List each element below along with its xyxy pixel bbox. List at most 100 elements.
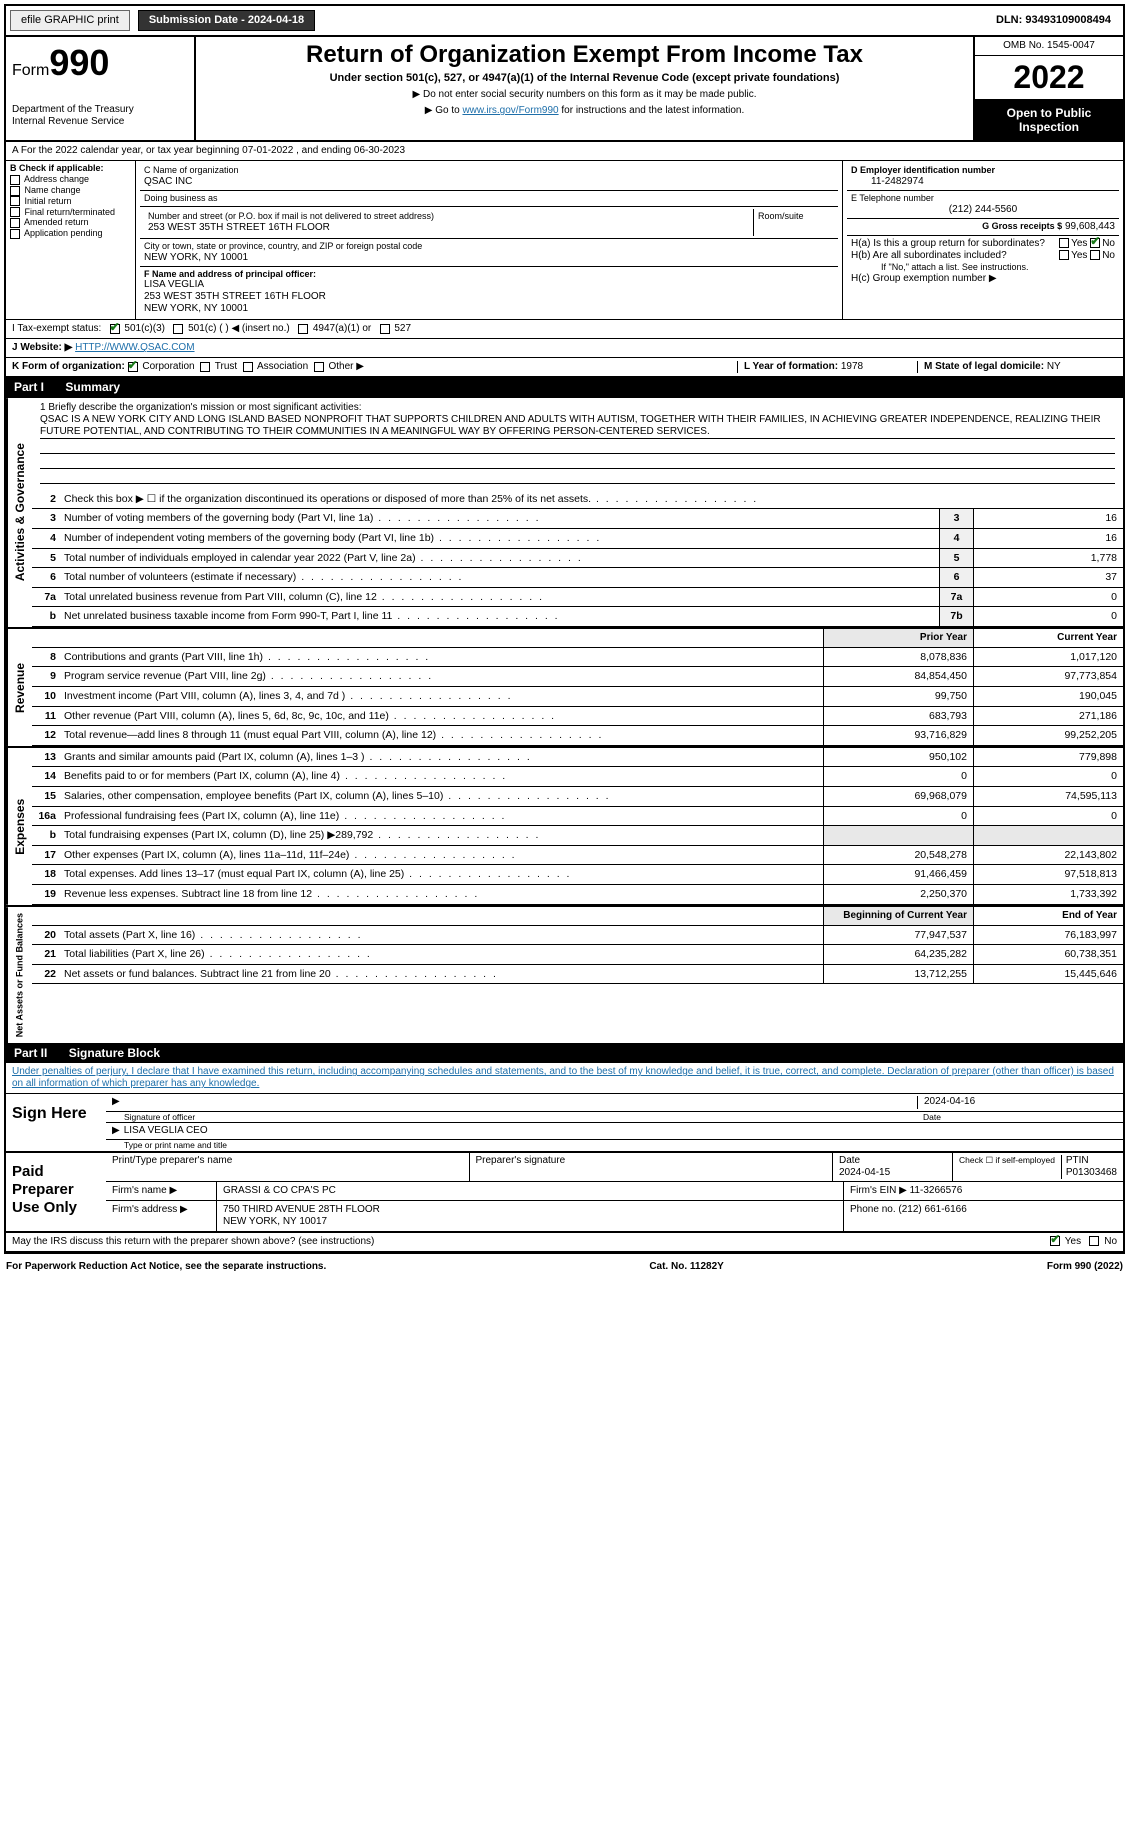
- discuss-no-chk[interactable]: [1089, 1236, 1099, 1246]
- mission-text: QSAC IS A NEW YORK CITY AND LONG ISLAND …: [40, 414, 1115, 439]
- hb-no-chk[interactable]: [1090, 250, 1100, 260]
- ptin-label: PTIN: [1066, 1155, 1089, 1166]
- hc-label: H(c) Group exemption number ▶: [851, 273, 1115, 285]
- hb-row: H(b) Are all subordinates included? Yes …: [851, 250, 1115, 262]
- sig-officer-caption: Signature of officer: [106, 1112, 923, 1122]
- check-b-column: B Check if applicable: Address change Na…: [6, 161, 136, 319]
- state-val: NY: [1047, 361, 1061, 372]
- footer-left: For Paperwork Reduction Act Notice, see …: [6, 1261, 326, 1273]
- ha-no-chk[interactable]: [1090, 238, 1100, 248]
- firm-phone-label: Phone no.: [850, 1204, 896, 1215]
- room-label: Room/suite: [754, 209, 834, 236]
- prep-date-val: 2024-04-15: [839, 1167, 890, 1178]
- city-label: City or town, state or province, country…: [144, 241, 834, 252]
- checkb-opt[interactable]: [10, 207, 20, 217]
- type-name-caption: Type or print name and title: [106, 1140, 1123, 1150]
- dba-label: Doing business as: [144, 193, 834, 204]
- part2-num: Part II: [14, 1046, 47, 1060]
- 4947-chk[interactable]: [298, 324, 308, 334]
- year-form-val: 1978: [841, 361, 863, 372]
- sign-here-label: Sign Here: [6, 1094, 106, 1150]
- checkb-opt[interactable]: [10, 229, 20, 239]
- opt-527: 527: [394, 323, 411, 334]
- summary-row: 12Total revenue—add lines 8 through 11 (…: [32, 726, 1123, 746]
- sig-date-val: 2024-04-16: [917, 1096, 1117, 1109]
- addr-label: Number and street (or P.O. box if mail i…: [148, 211, 749, 222]
- firm-ein-label: Firm's EIN ▶: [850, 1185, 907, 1196]
- opt-501c3: 501(c)(3): [124, 323, 165, 334]
- irs-link[interactable]: www.irs.gov/Form990: [462, 105, 558, 116]
- penalties-link[interactable]: Under penalties of perjury, I declare th…: [12, 1066, 1114, 1089]
- tax-year: 2022: [975, 56, 1123, 99]
- summary-row: 20Total assets (Part X, line 16)77,947,5…: [32, 926, 1123, 946]
- firm-name-label: Firm's name ▶: [106, 1182, 216, 1200]
- penalties-text: Under penalties of perjury, I declare th…: [6, 1063, 1123, 1094]
- opt-4947: 4947(a)(1) or: [313, 323, 371, 334]
- other-chk[interactable]: [314, 362, 324, 372]
- self-employed-chk: Check ☐ if self-employed: [959, 1155, 1061, 1179]
- summary-row: 5Total number of individuals employed in…: [32, 549, 1123, 569]
- summary-row: 19Revenue less expenses. Subtract line 1…: [32, 885, 1123, 905]
- firm-ein-val: 11-3266576: [910, 1185, 963, 1196]
- opt-trust: Trust: [215, 361, 237, 372]
- summary-row: bTotal fundraising expenses (Part IX, co…: [32, 826, 1123, 846]
- checkb-opt[interactable]: [10, 175, 20, 185]
- summary-row: 3Number of voting members of the governi…: [32, 509, 1123, 529]
- checkb-opt[interactable]: [10, 186, 20, 196]
- opt-assoc: Association: [257, 361, 308, 372]
- checkb-row: Final return/terminated: [10, 207, 131, 218]
- website-link[interactable]: HTTP://WWW.QSAC.COM: [75, 342, 194, 353]
- tab-governance: Activities & Governance: [6, 398, 32, 627]
- form-org-label: K Form of organization:: [12, 361, 125, 372]
- summary-row: 11Other revenue (Part VIII, column (A), …: [32, 707, 1123, 727]
- section-expenses: Expenses 13Grants and similar amounts pa…: [6, 746, 1123, 905]
- checkb-opt[interactable]: [10, 196, 20, 206]
- yes-label: Yes: [1071, 238, 1087, 249]
- checkb-row: Address change: [10, 174, 131, 185]
- open-public-badge: Open to Public Inspection: [975, 100, 1123, 141]
- part1-title: Summary: [65, 380, 120, 394]
- phone-label: E Telephone number: [851, 193, 1115, 204]
- summary-row: 14Benefits paid to or for members (Part …: [32, 767, 1123, 787]
- trust-chk[interactable]: [200, 362, 210, 372]
- hb-label: H(b) Are all subordinates included?: [851, 250, 1007, 261]
- prep-name-label: Print/Type preparer's name: [106, 1153, 470, 1181]
- form-word: Form: [12, 62, 49, 79]
- assoc-chk[interactable]: [243, 362, 253, 372]
- irs-label: Internal Revenue Service: [12, 116, 188, 128]
- corp-chk[interactable]: [128, 362, 138, 372]
- may-irs-text: May the IRS discuss this return with the…: [12, 1236, 374, 1247]
- summary-row: 9Program service revenue (Part VIII, lin…: [32, 667, 1123, 687]
- checkb-opt[interactable]: [10, 218, 20, 228]
- checkb-row: Name change: [10, 185, 131, 196]
- 501c3-chk[interactable]: [110, 324, 120, 334]
- section-net-assets: Net Assets or Fund Balances Beginning of…: [6, 905, 1123, 1043]
- form-title: Return of Organization Exempt From Incom…: [204, 41, 965, 70]
- prior-year-hdr: Prior Year: [823, 629, 973, 647]
- year-form-label: L Year of formation:: [744, 361, 838, 372]
- prep-sig-label: Preparer's signature: [470, 1153, 834, 1181]
- summary-row: 4Number of independent voting members of…: [32, 529, 1123, 549]
- discuss-yes-chk[interactable]: [1050, 1236, 1060, 1246]
- firm-phone-val: (212) 661-6166: [898, 1204, 966, 1215]
- phone-value: (212) 244-5560: [851, 204, 1115, 216]
- summary-row: 21Total liabilities (Part X, line 26)64,…: [32, 945, 1123, 965]
- ptin-val: P01303468: [1066, 1167, 1117, 1178]
- officer-name: LISA VEGLIA: [144, 279, 834, 291]
- ha-yes-chk[interactable]: [1059, 238, 1069, 248]
- firm-name-val: GRASSI & CO CPA'S PC: [216, 1182, 843, 1200]
- 501c-chk[interactable]: [173, 324, 183, 334]
- summary-row: 8Contributions and grants (Part VIII, li…: [32, 648, 1123, 668]
- 527-chk[interactable]: [380, 324, 390, 334]
- hb-yes-chk[interactable]: [1059, 250, 1069, 260]
- tab-net-assets: Net Assets or Fund Balances: [6, 907, 32, 1043]
- line-a-period: A For the 2022 calendar year, or tax yea…: [6, 142, 1123, 161]
- tab-revenue: Revenue: [6, 629, 32, 746]
- note2-pre: ▶ Go to: [425, 105, 463, 116]
- may-irs-row: May the IRS discuss this return with the…: [6, 1231, 1123, 1252]
- firm-addr-label: Firm's address ▶: [106, 1201, 216, 1231]
- page-footer: For Paperwork Reduction Act Notice, see …: [0, 1258, 1129, 1276]
- efile-label: efile GRAPHIC print: [10, 10, 130, 31]
- submission-date-btn[interactable]: Submission Date - 2024-04-18: [138, 10, 315, 31]
- mission-block: 1 Briefly describe the organization's mi…: [32, 398, 1123, 490]
